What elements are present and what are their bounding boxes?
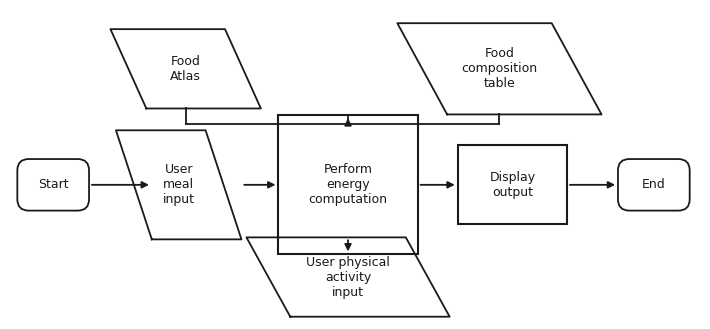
Bar [278,115,417,254]
Text: Food
Atlas: Food Atlas [170,55,201,83]
Polygon shape [246,238,449,317]
FancyBboxPatch shape [17,159,89,211]
Text: Food
composition
table: Food composition table [462,47,537,90]
Polygon shape [111,29,261,109]
Text: User
meal
input: User meal input [163,163,195,206]
Polygon shape [398,23,601,114]
Polygon shape [116,130,241,240]
FancyBboxPatch shape [618,159,689,211]
Text: Perform
energy
computation: Perform energy computation [309,163,388,206]
Text: End: End [642,178,666,191]
Text: Start: Start [38,178,68,191]
Text: Display
output: Display output [489,171,535,199]
Text: User physical
activity
input: User physical activity input [306,256,390,298]
Bar [458,145,567,224]
